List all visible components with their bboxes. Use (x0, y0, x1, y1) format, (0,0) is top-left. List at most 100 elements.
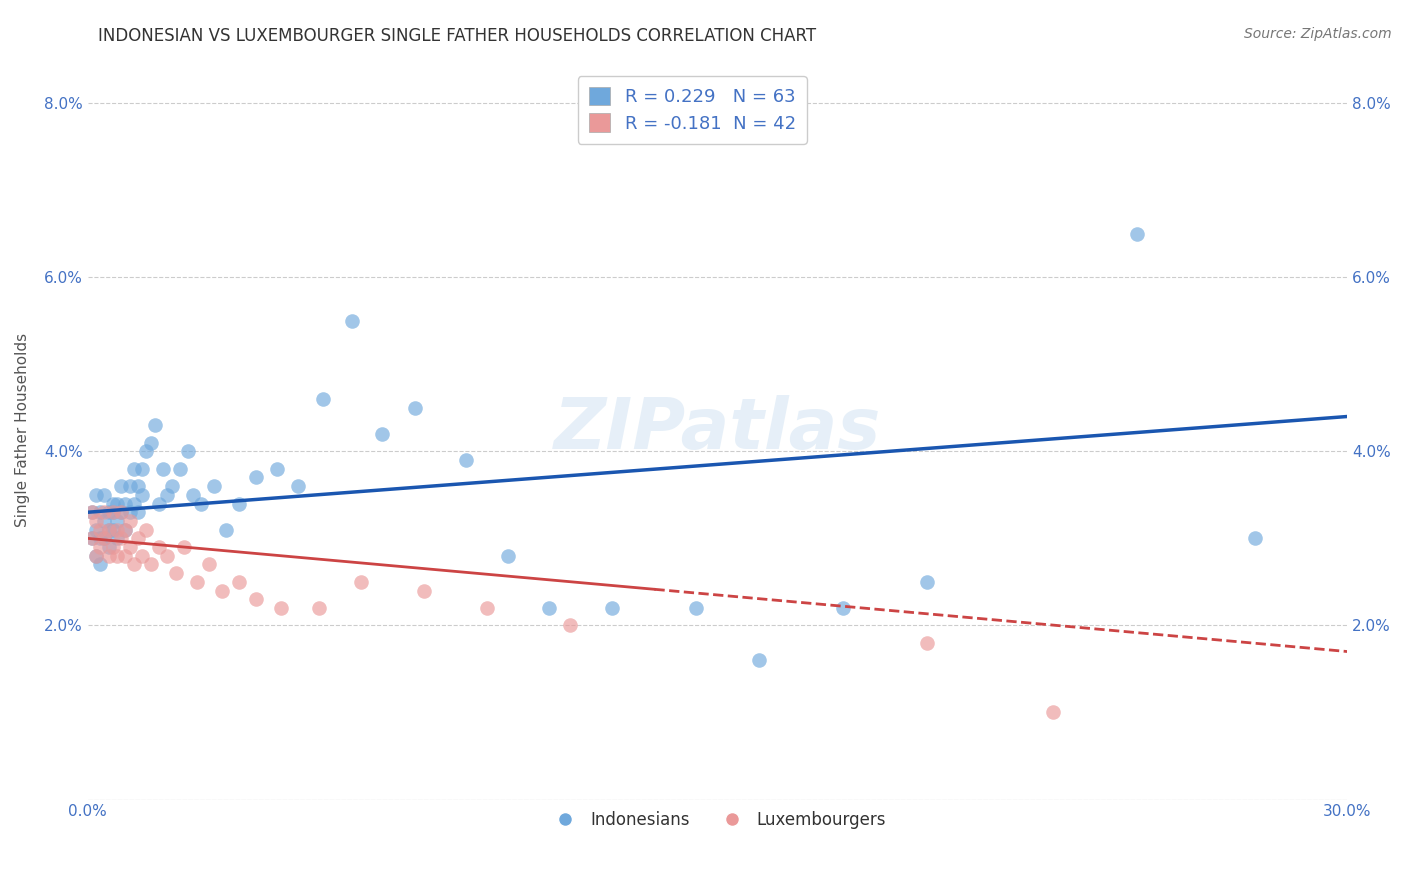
Point (80, 505, 103, 519)
Point (80, 532, 103, 546)
Point (1126, 227, 1149, 241)
Point (127, 532, 149, 546)
Point (118, 505, 141, 519)
Point (270, 601, 292, 615)
Point (105, 549, 128, 563)
Point (211, 583, 233, 598)
Point (84, 514, 107, 528)
Point (228, 574, 250, 589)
Point (538, 601, 561, 615)
Point (122, 461, 145, 475)
Point (97, 540, 120, 554)
Point (93, 532, 115, 546)
Point (748, 653, 770, 667)
Point (89, 540, 111, 554)
Point (89, 558, 111, 572)
Point (169, 461, 191, 475)
Point (114, 523, 136, 537)
Point (173, 540, 195, 554)
Point (101, 505, 124, 519)
Point (475, 601, 498, 615)
Text: Source: ZipAtlas.com: Source: ZipAtlas.com (1244, 27, 1392, 41)
Point (312, 392, 335, 406)
Point (215, 523, 238, 537)
Text: ZIPatlas: ZIPatlas (554, 395, 882, 464)
Point (101, 540, 124, 554)
Point (832, 601, 855, 615)
Point (454, 453, 477, 467)
Point (127, 505, 149, 519)
Point (122, 497, 145, 511)
Point (156, 549, 179, 563)
Point (181, 488, 204, 502)
Point (152, 461, 174, 475)
Point (101, 523, 124, 537)
Point (89, 505, 111, 519)
Point (110, 479, 132, 493)
Point (602, 601, 624, 615)
Point (114, 497, 136, 511)
Point (131, 488, 153, 502)
Point (122, 558, 145, 572)
Point (118, 540, 141, 554)
Point (105, 497, 128, 511)
Point (97, 523, 120, 537)
Point (143, 418, 166, 433)
Point (245, 470, 267, 484)
Point (127, 479, 149, 493)
Point (308, 601, 330, 615)
Point (165, 566, 187, 581)
Point (1042, 706, 1064, 720)
Point (101, 497, 124, 511)
Point (266, 461, 288, 475)
Point (97, 505, 120, 519)
Point (186, 574, 208, 589)
Text: INDONESIAN VS LUXEMBOURGER SINGLE FATHER HOUSEHOLDS CORRELATION CHART: INDONESIAN VS LUXEMBOURGER SINGLE FATHER… (98, 27, 817, 45)
Point (135, 444, 157, 458)
Point (97, 523, 120, 537)
Legend: Indonesians, Luxembourgers: Indonesians, Luxembourgers (543, 805, 893, 836)
Point (93, 532, 115, 546)
Point (287, 479, 309, 493)
Point (93, 488, 115, 502)
Point (917, 636, 939, 650)
Point (370, 426, 392, 441)
Point (404, 401, 426, 415)
Point (139, 558, 162, 572)
Point (93, 505, 115, 519)
Point (131, 461, 153, 475)
Point (148, 540, 170, 554)
Point (110, 532, 132, 546)
Point (917, 574, 939, 589)
Point (177, 444, 200, 458)
Point (80, 532, 103, 546)
Point (412, 583, 434, 598)
Point (228, 497, 250, 511)
Point (131, 549, 153, 563)
Point (97, 549, 120, 563)
Point (105, 514, 128, 528)
Point (496, 549, 519, 563)
Point (84, 549, 107, 563)
Point (105, 532, 128, 546)
Point (190, 497, 212, 511)
Point (245, 592, 267, 607)
Point (89, 532, 111, 546)
Point (160, 479, 183, 493)
Point (89, 523, 111, 537)
Point (349, 574, 371, 589)
Point (93, 514, 115, 528)
Point (110, 505, 132, 519)
Point (135, 523, 157, 537)
Point (118, 479, 141, 493)
Point (114, 523, 136, 537)
Point (685, 601, 707, 615)
Point (105, 523, 128, 537)
Y-axis label: Single Father Households: Single Father Households (15, 333, 30, 526)
Point (84, 488, 107, 502)
Point (198, 558, 221, 572)
Point (114, 549, 136, 563)
Point (118, 514, 141, 528)
Point (110, 505, 132, 519)
Point (139, 435, 162, 450)
